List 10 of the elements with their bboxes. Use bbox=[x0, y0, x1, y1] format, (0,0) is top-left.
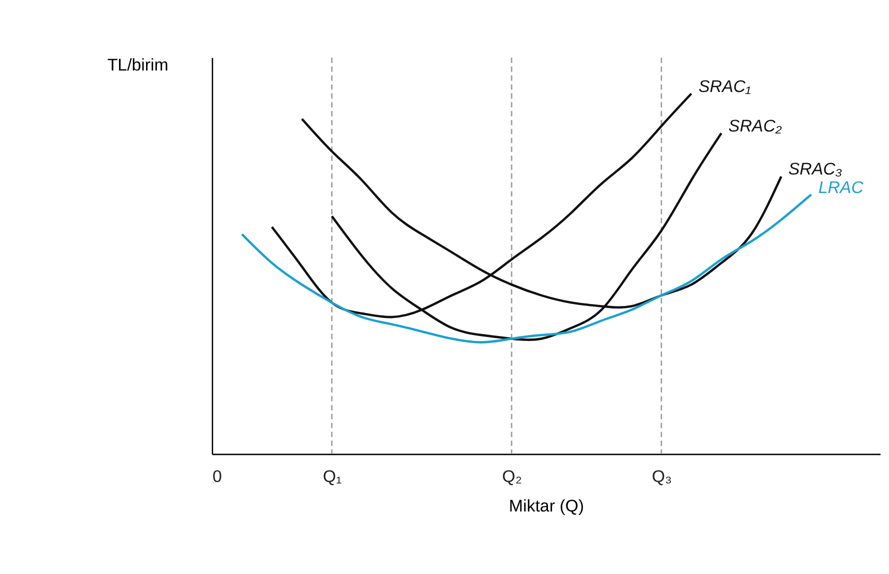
x-tick-label: 0 bbox=[212, 467, 222, 486]
series-label: SRAC₂ bbox=[728, 116, 782, 136]
y-axis-title: TL/birim bbox=[107, 56, 168, 75]
series-label: SRAC₃ bbox=[788, 160, 842, 179]
x-axis-title: Miktar (Q) bbox=[508, 496, 584, 516]
series-label: LRAC bbox=[818, 178, 864, 197]
x-tick-label: Q₃ bbox=[652, 467, 672, 486]
x-tick-label: Q₂ bbox=[502, 467, 522, 486]
x-tick-label: Q₁ bbox=[322, 467, 342, 486]
series-label: SRAC₁ bbox=[698, 76, 751, 96]
